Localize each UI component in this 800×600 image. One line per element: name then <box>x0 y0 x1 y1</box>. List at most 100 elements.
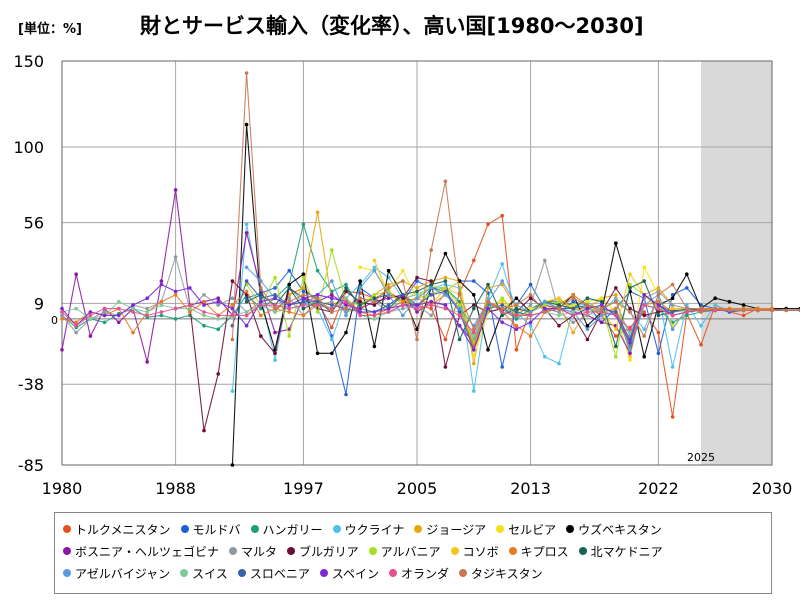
data-point <box>571 306 575 311</box>
data-point <box>486 299 490 304</box>
data-point <box>585 306 590 311</box>
legend-item: ハンガリー <box>250 521 323 538</box>
data-point <box>244 122 249 127</box>
legend-label: マルタ <box>241 544 278 559</box>
data-point <box>330 296 334 301</box>
data-point <box>528 310 533 314</box>
data-point <box>173 317 178 321</box>
data-point <box>628 341 632 345</box>
x-tick-label: 1988 <box>155 479 196 498</box>
data-point <box>259 334 263 338</box>
data-point <box>571 330 575 335</box>
data-point <box>500 303 505 307</box>
data-point <box>330 289 334 294</box>
data-point <box>74 330 78 335</box>
data-point <box>386 268 391 273</box>
data-point <box>614 344 618 349</box>
data-point <box>656 351 661 356</box>
data-point <box>415 279 419 283</box>
data-point <box>301 222 306 227</box>
data-point <box>472 306 476 311</box>
data-point <box>202 313 206 318</box>
data-point <box>642 265 646 270</box>
data-point <box>486 282 490 287</box>
data-point <box>472 258 476 263</box>
data-point <box>457 306 462 311</box>
data-point <box>330 248 334 252</box>
legend-label: トルクメニスタン <box>75 522 171 537</box>
data-point <box>344 330 348 335</box>
data-point <box>457 310 462 314</box>
data-point <box>88 313 93 318</box>
data-point <box>628 358 632 362</box>
legend-label: アルバニア <box>380 544 441 559</box>
data-point <box>514 306 519 311</box>
data-point <box>244 265 249 270</box>
data-point <box>301 299 306 304</box>
legend-marker <box>180 569 189 577</box>
data-point <box>358 313 363 318</box>
forecast-region <box>701 61 772 465</box>
data-point <box>315 303 320 307</box>
data-point <box>372 310 377 314</box>
data-point <box>528 334 533 338</box>
x-tick-label: 2022 <box>638 479 679 498</box>
data-point <box>599 303 604 307</box>
data-point <box>670 296 675 301</box>
legend-marker <box>229 547 238 555</box>
data-point <box>585 299 590 304</box>
data-point <box>386 286 391 290</box>
data-point <box>330 325 334 330</box>
legend-marker <box>287 547 296 555</box>
legend-item: モルドバ <box>180 521 241 538</box>
data-point <box>443 279 448 283</box>
data-point <box>301 272 306 277</box>
data-point <box>273 358 277 362</box>
data-point <box>514 313 519 318</box>
data-point <box>372 296 377 301</box>
data-point <box>202 428 206 433</box>
data-point <box>344 282 348 287</box>
data-point <box>642 293 646 297</box>
legend-item: スペイン <box>319 565 379 582</box>
data-point <box>344 313 348 318</box>
data-point <box>131 306 135 311</box>
data-point <box>244 71 249 75</box>
data-point <box>415 289 419 294</box>
data-point <box>259 313 263 318</box>
data-point <box>344 299 348 304</box>
data-point <box>273 293 277 297</box>
data-point <box>401 306 405 311</box>
data-point <box>429 303 434 307</box>
data-point <box>117 299 121 304</box>
data-point <box>244 299 249 304</box>
data-point <box>273 275 277 280</box>
data-point <box>301 303 306 307</box>
data-point <box>159 299 164 304</box>
data-point <box>344 303 348 307</box>
data-point <box>599 296 604 301</box>
x-tick-label: 1997 <box>283 479 324 498</box>
data-point <box>628 330 632 335</box>
legend-label: アゼルバイジャン <box>75 566 171 581</box>
data-point <box>656 286 661 290</box>
data-point <box>102 306 107 311</box>
data-point <box>642 310 646 314</box>
data-point <box>372 299 377 304</box>
data-point <box>543 354 547 359</box>
data-point <box>315 299 320 304</box>
data-point <box>713 303 717 307</box>
data-point <box>415 327 419 332</box>
data-point <box>259 296 263 301</box>
data-point <box>102 310 107 314</box>
data-point <box>543 310 547 314</box>
data-point <box>628 310 632 314</box>
data-point <box>656 330 661 335</box>
data-point <box>202 303 206 307</box>
data-point <box>244 231 249 235</box>
legend-marker <box>459 569 468 577</box>
data-point <box>500 279 505 283</box>
y-tick-label: 100 <box>13 138 44 157</box>
data-point <box>443 289 448 294</box>
data-point <box>571 310 575 314</box>
